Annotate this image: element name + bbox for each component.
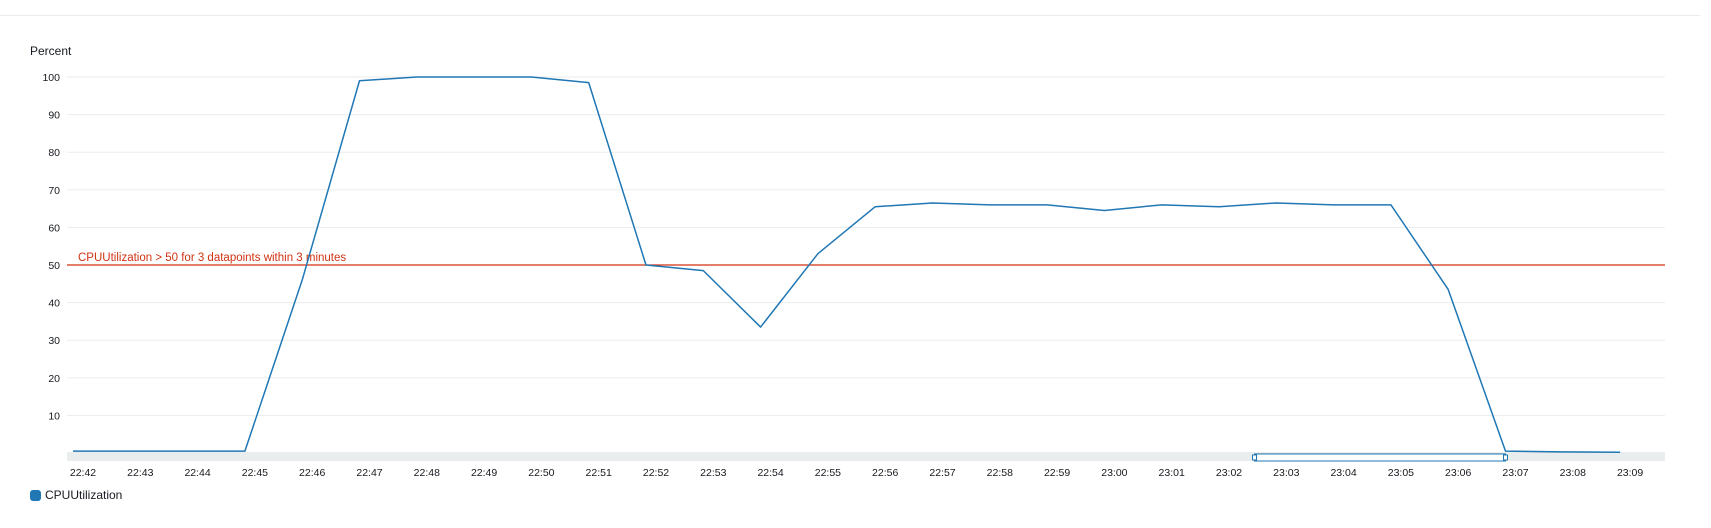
- data-point[interactable]: [1503, 449, 1508, 454]
- data-point[interactable]: [414, 75, 419, 80]
- time-range-track[interactable]: [67, 454, 1665, 461]
- time-range-handle-right[interactable]: [1503, 454, 1508, 461]
- data-point[interactable]: [1274, 200, 1279, 205]
- y-tick-label: 30: [48, 335, 60, 347]
- x-tick-label: 22:52: [643, 467, 669, 479]
- data-point[interactable]: [1560, 449, 1565, 454]
- y-tick-label: 20: [48, 373, 60, 385]
- x-tick-label: 23:03: [1273, 467, 1299, 479]
- data-point[interactable]: [1388, 202, 1393, 207]
- data-point[interactable]: [644, 263, 649, 268]
- x-tick-label: 22:44: [184, 467, 210, 479]
- x-tick-label: 23:05: [1388, 467, 1414, 479]
- legend[interactable]: CPUUtilization: [30, 488, 122, 502]
- y-tick-label: 100: [42, 72, 60, 84]
- legend-label-cpuutilization: CPUUtilization: [45, 488, 123, 502]
- top-divider: [0, 15, 1700, 16]
- x-tick-label: 22:50: [528, 467, 554, 479]
- data-point[interactable]: [185, 449, 190, 454]
- legend-swatch: [30, 489, 41, 501]
- time-range-handle-left[interactable]: [1252, 454, 1258, 461]
- x-tick-label: 23:08: [1560, 467, 1586, 479]
- data-point[interactable]: [1331, 202, 1336, 207]
- y-tick-label: 80: [48, 147, 60, 159]
- data-point[interactable]: [987, 202, 992, 207]
- x-tick-label: 22:46: [299, 467, 325, 479]
- x-tick-label: 22:54: [757, 467, 783, 479]
- data-point[interactable]: [586, 80, 591, 85]
- time-range-selection[interactable]: [1254, 453, 1506, 462]
- x-tick-label: 22:55: [815, 467, 841, 479]
- series-line-cpuutilization: [73, 76, 1621, 453]
- y-tick-label: 50: [48, 260, 60, 272]
- x-tick-label: 23:00: [1101, 467, 1127, 479]
- x-tick-label: 22:42: [70, 467, 96, 479]
- x-tick-label: 22:43: [127, 467, 153, 479]
- data-point[interactable]: [701, 268, 706, 273]
- data-point[interactable]: [472, 75, 477, 80]
- x-tick-label: 22:45: [242, 467, 268, 479]
- x-tick-label: 22:57: [929, 467, 955, 479]
- data-point[interactable]: [1102, 208, 1107, 213]
- y-tick-label: 10: [48, 410, 60, 422]
- y-tick-label: 90: [48, 110, 60, 122]
- x-tick-label: 22:51: [586, 467, 612, 479]
- x-tick-label: 22:48: [414, 467, 440, 479]
- x-tick-label: 22:49: [471, 467, 497, 479]
- data-point[interactable]: [1217, 204, 1222, 209]
- x-tick-label: 22:53: [700, 467, 726, 479]
- y-tick-label: 40: [48, 298, 60, 310]
- data-point[interactable]: [529, 75, 534, 80]
- data-point[interactable]: [1446, 287, 1451, 292]
- line-chart: 10 20 30 40 50 60 70 80 90 100 22:42 22:43 22:44 22:4…: [42, 72, 1665, 479]
- x-tick-label: 22:59: [1044, 467, 1070, 479]
- y-axis-label: Percent: [30, 44, 72, 58]
- x-tick-label: 22:56: [872, 467, 898, 479]
- data-point[interactable]: [758, 325, 763, 330]
- data-point[interactable]: [357, 78, 362, 83]
- threshold-label: CPUUtilization > 50 for 3 datapoints wit…: [78, 252, 346, 264]
- x-tick-label: 22:47: [356, 467, 382, 479]
- data-point[interactable]: [1045, 202, 1050, 207]
- data-point[interactable]: [71, 449, 76, 454]
- x-tick-label: 23:02: [1216, 467, 1242, 479]
- data-point[interactable]: [1159, 202, 1164, 207]
- y-tick-label: 70: [48, 185, 60, 197]
- data-point[interactable]: [930, 200, 935, 205]
- data-point[interactable]: [873, 204, 878, 209]
- data-point[interactable]: [128, 449, 133, 454]
- x-tick-label: 23:07: [1502, 467, 1528, 479]
- x-tick-label: 22:58: [987, 467, 1013, 479]
- data-point[interactable]: [1618, 450, 1623, 455]
- x-tick-label: 23:06: [1445, 467, 1471, 479]
- data-point[interactable]: [300, 278, 305, 283]
- x-tick-label: 23:04: [1330, 467, 1356, 479]
- y-tick-label: 60: [48, 222, 60, 234]
- data-point[interactable]: [242, 449, 247, 454]
- x-tick-label: 23:09: [1617, 467, 1643, 479]
- x-tick-label: 23:01: [1159, 467, 1185, 479]
- data-point[interactable]: [815, 251, 820, 256]
